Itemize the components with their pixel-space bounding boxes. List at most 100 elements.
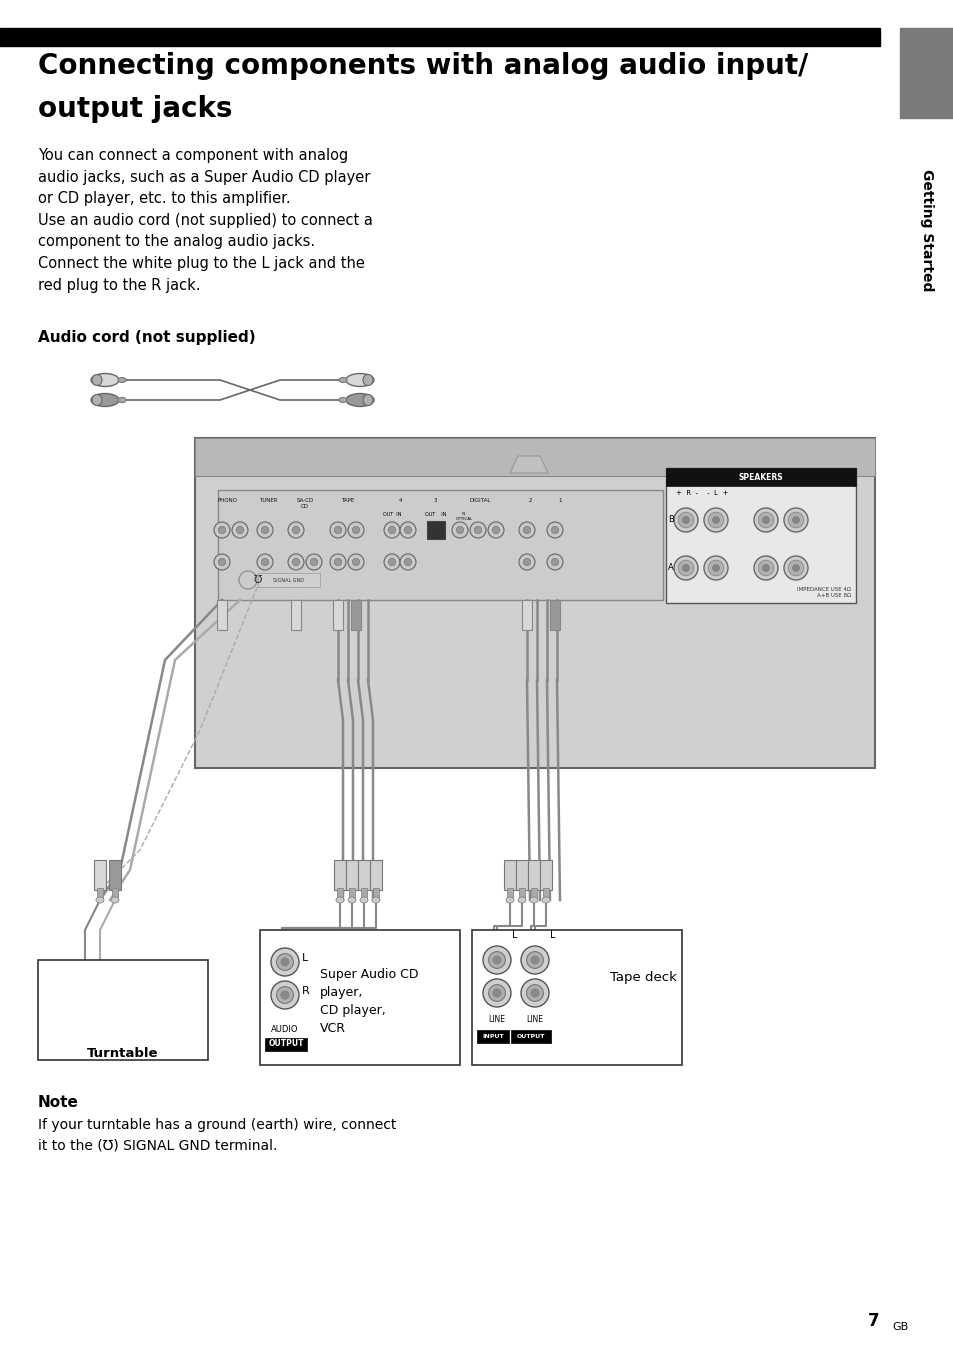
Circle shape bbox=[758, 560, 773, 576]
Bar bbox=[333, 600, 343, 630]
Circle shape bbox=[673, 556, 698, 580]
Circle shape bbox=[288, 522, 304, 538]
Text: PHONO: PHONO bbox=[218, 498, 237, 503]
Circle shape bbox=[787, 512, 803, 527]
Ellipse shape bbox=[91, 375, 102, 385]
Circle shape bbox=[261, 526, 269, 534]
Bar bbox=[472, 930, 681, 1065]
Text: 1: 1 bbox=[558, 498, 561, 503]
Circle shape bbox=[271, 982, 298, 1009]
Ellipse shape bbox=[91, 395, 102, 406]
Text: 2: 2 bbox=[528, 498, 531, 503]
Bar bbox=[346, 860, 357, 890]
Circle shape bbox=[348, 554, 364, 571]
Circle shape bbox=[330, 522, 346, 538]
Text: Audio cord (not supplied): Audio cord (not supplied) bbox=[38, 330, 255, 345]
Bar bbox=[194, 438, 874, 476]
Circle shape bbox=[218, 558, 225, 565]
Text: If your turntable has a ground (earth) wire, connect
it to the (℧) SIGNAL GND te: If your turntable has a ground (earth) w… bbox=[38, 1118, 395, 1153]
Circle shape bbox=[276, 987, 294, 1003]
Circle shape bbox=[352, 526, 359, 534]
Ellipse shape bbox=[372, 896, 379, 903]
Circle shape bbox=[761, 516, 768, 523]
Text: 4: 4 bbox=[397, 498, 401, 503]
Circle shape bbox=[703, 556, 727, 580]
Circle shape bbox=[276, 953, 294, 971]
Text: OUT  IN: OUT IN bbox=[382, 512, 401, 516]
Circle shape bbox=[551, 558, 558, 565]
Ellipse shape bbox=[346, 373, 374, 387]
Bar bbox=[518, 888, 524, 900]
Bar bbox=[357, 860, 370, 890]
Text: TUNER: TUNER bbox=[258, 498, 277, 503]
Ellipse shape bbox=[96, 896, 104, 903]
Ellipse shape bbox=[335, 896, 344, 903]
Text: DIGITAL: DIGITAL bbox=[469, 498, 490, 503]
Text: 3: 3 bbox=[433, 498, 436, 503]
Bar bbox=[531, 888, 537, 900]
Circle shape bbox=[546, 522, 562, 538]
Circle shape bbox=[783, 508, 807, 531]
Circle shape bbox=[388, 558, 395, 565]
Circle shape bbox=[310, 558, 317, 565]
Circle shape bbox=[292, 558, 299, 565]
Bar bbox=[336, 888, 343, 900]
Circle shape bbox=[470, 522, 485, 538]
Circle shape bbox=[292, 526, 299, 534]
Text: LINE: LINE bbox=[526, 1015, 543, 1023]
Circle shape bbox=[783, 556, 807, 580]
Bar bbox=[427, 521, 444, 539]
Text: OUTPUT: OUTPUT bbox=[268, 1040, 303, 1049]
Circle shape bbox=[399, 554, 416, 571]
Text: Tape deck: Tape deck bbox=[609, 972, 677, 984]
Text: GB: GB bbox=[891, 1322, 907, 1332]
Circle shape bbox=[232, 522, 248, 538]
Circle shape bbox=[271, 948, 298, 976]
Circle shape bbox=[792, 516, 799, 523]
Text: +  R  -    -  L  +: + R - - L + bbox=[676, 489, 727, 496]
Circle shape bbox=[280, 991, 289, 999]
Circle shape bbox=[404, 526, 411, 534]
Text: TAPE: TAPE bbox=[341, 498, 355, 503]
Text: IMPEDANCE USE 4Ω
A+B USE 8Ω: IMPEDANCE USE 4Ω A+B USE 8Ω bbox=[796, 587, 850, 598]
Circle shape bbox=[678, 512, 693, 527]
Ellipse shape bbox=[505, 896, 514, 903]
Bar bbox=[476, 1030, 509, 1042]
Bar bbox=[527, 860, 539, 890]
Text: INPUT: INPUT bbox=[481, 1033, 503, 1038]
Circle shape bbox=[236, 526, 243, 534]
Bar bbox=[373, 888, 378, 900]
Circle shape bbox=[753, 508, 778, 531]
Bar bbox=[265, 1038, 307, 1051]
Bar bbox=[257, 573, 319, 587]
Bar bbox=[260, 930, 459, 1065]
Bar bbox=[516, 860, 527, 890]
Ellipse shape bbox=[363, 395, 373, 406]
Text: output jacks: output jacks bbox=[38, 95, 233, 123]
Circle shape bbox=[488, 522, 503, 538]
Circle shape bbox=[682, 565, 689, 572]
Circle shape bbox=[399, 522, 416, 538]
Circle shape bbox=[493, 956, 500, 964]
Circle shape bbox=[288, 554, 304, 571]
Bar bbox=[194, 438, 874, 768]
Bar bbox=[38, 960, 208, 1060]
Bar bbox=[542, 888, 548, 900]
Ellipse shape bbox=[91, 373, 119, 387]
Text: LINE: LINE bbox=[488, 1015, 505, 1023]
Text: Super Audio CD
player,
CD player,
VCR: Super Audio CD player, CD player, VCR bbox=[319, 968, 418, 1036]
Bar bbox=[550, 600, 559, 630]
Circle shape bbox=[673, 508, 698, 531]
Circle shape bbox=[518, 522, 535, 538]
Text: Getting Started: Getting Started bbox=[919, 169, 933, 291]
Circle shape bbox=[488, 952, 505, 968]
Bar bbox=[97, 888, 103, 900]
Text: SIGNAL GND: SIGNAL GND bbox=[274, 577, 304, 583]
Bar bbox=[216, 600, 227, 630]
Bar bbox=[0, 28, 879, 46]
Circle shape bbox=[526, 984, 543, 1002]
Circle shape bbox=[348, 522, 364, 538]
Circle shape bbox=[526, 952, 543, 968]
Ellipse shape bbox=[517, 896, 525, 903]
Ellipse shape bbox=[118, 377, 126, 383]
